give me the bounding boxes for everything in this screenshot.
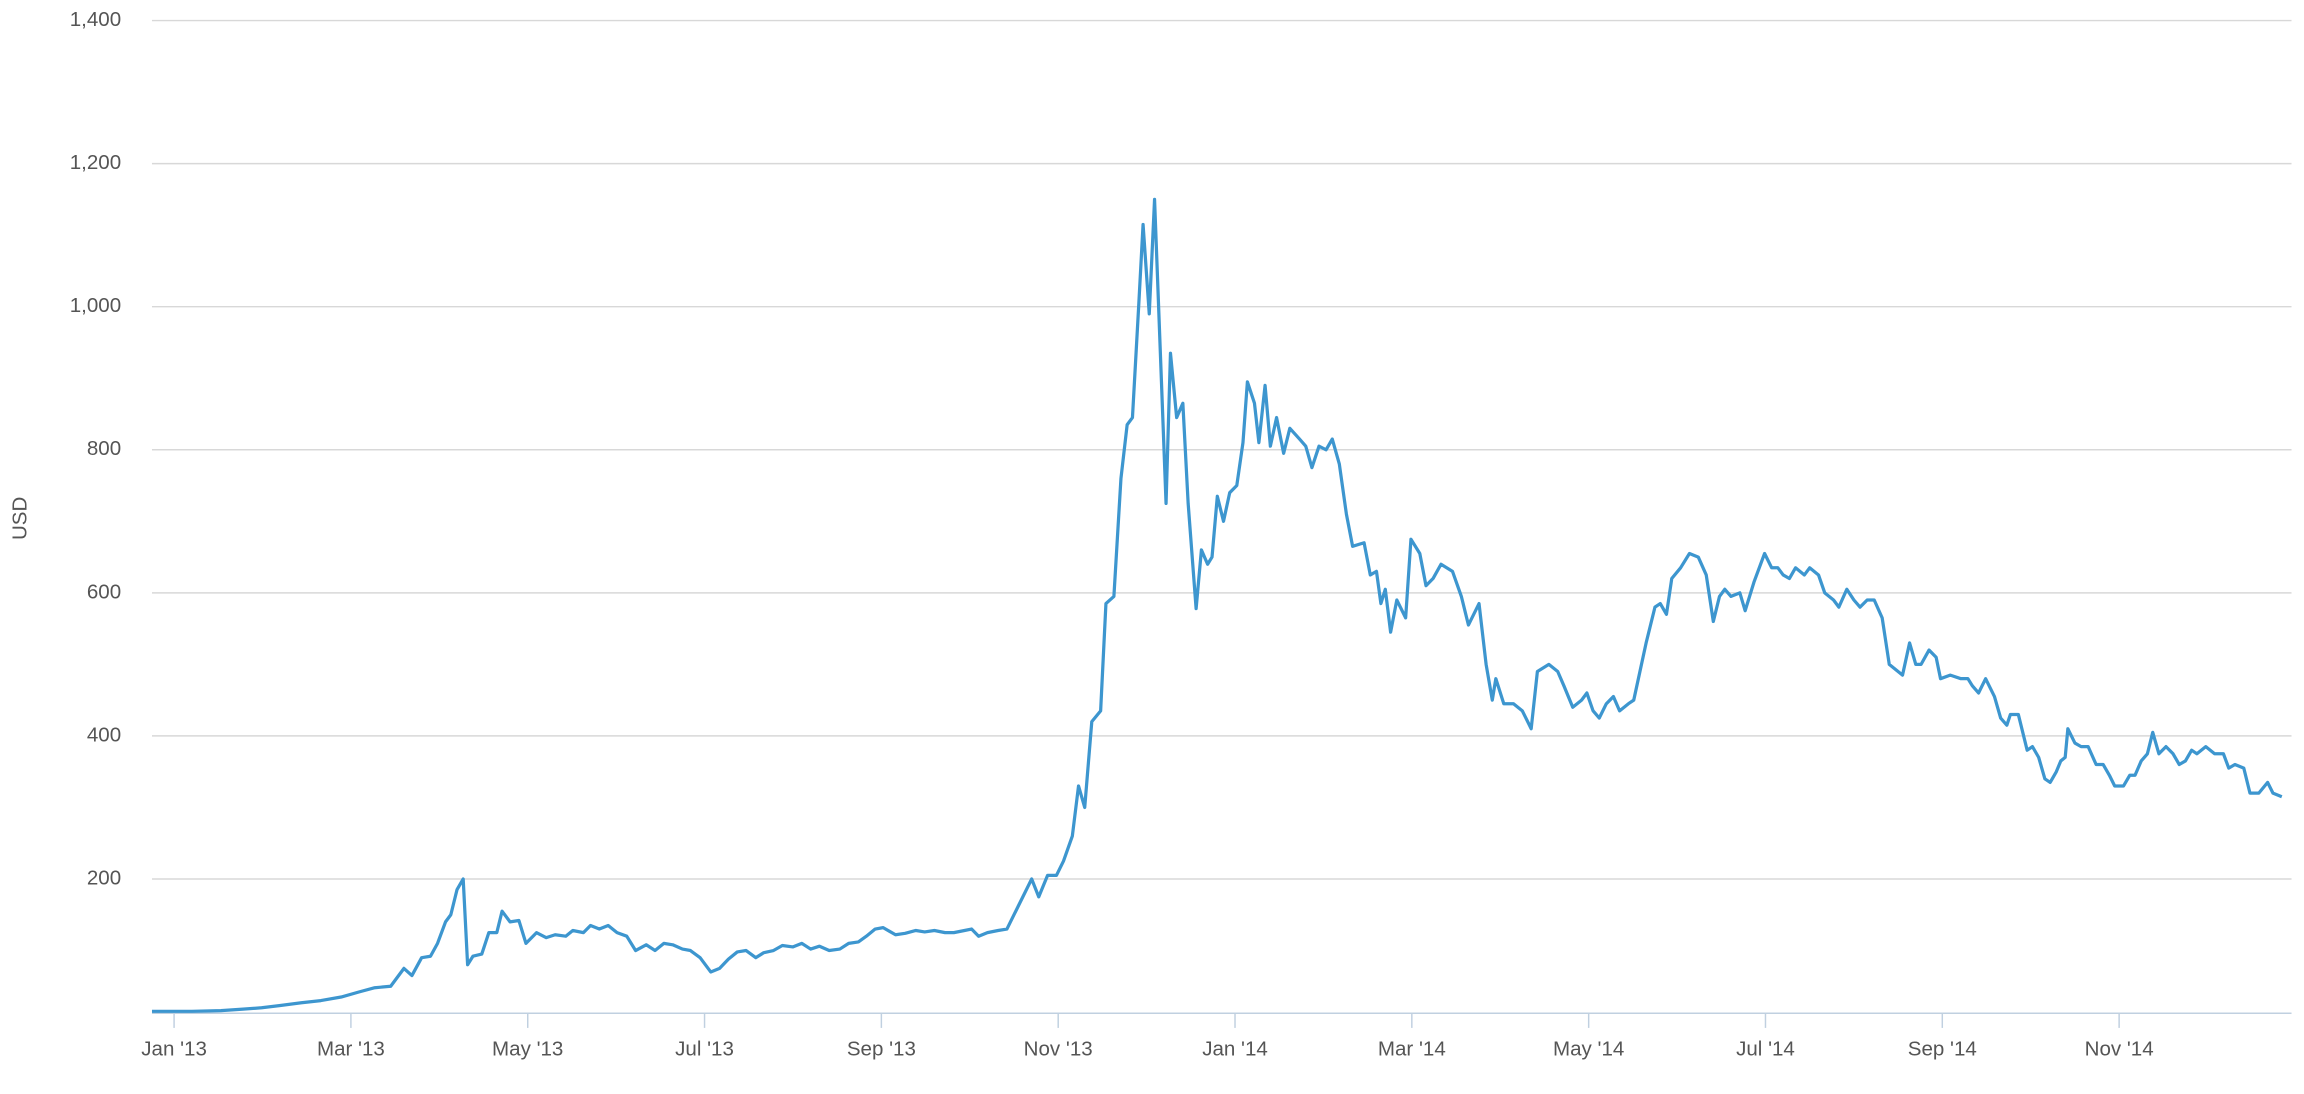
price-line [151,197,2283,1013]
y-tick-label: 400 [87,723,121,746]
y-tick-label: 600 [87,580,121,603]
y-tick-label: 200 [87,866,121,889]
x-tick-label: Jul '14 [1736,1037,1795,1060]
y-tick-label: 1,200 [70,151,121,174]
x-tick-label: May '14 [1553,1037,1624,1060]
x-tick-label: Mar '13 [317,1037,385,1060]
x-tick-label: Jan '13 [141,1037,207,1060]
x-tick-label: Nov '13 [1024,1037,1093,1060]
x-tick-label: Mar '14 [1378,1037,1446,1060]
y-tick-label: 1,000 [70,294,121,317]
x-tick-label: Nov '14 [2085,1037,2154,1060]
y-axis-title: USD [9,497,32,540]
x-tick-label: May '13 [492,1037,563,1060]
x-tick-label: Jul '13 [675,1037,734,1060]
x-tick-label: Sep '13 [847,1037,916,1060]
x-tick-label: Sep '14 [1908,1037,1977,1060]
y-tick-label: 800 [87,437,121,460]
y-tick-label: 1,400 [70,8,121,31]
x-tick-label: Jan '14 [1202,1037,1268,1060]
